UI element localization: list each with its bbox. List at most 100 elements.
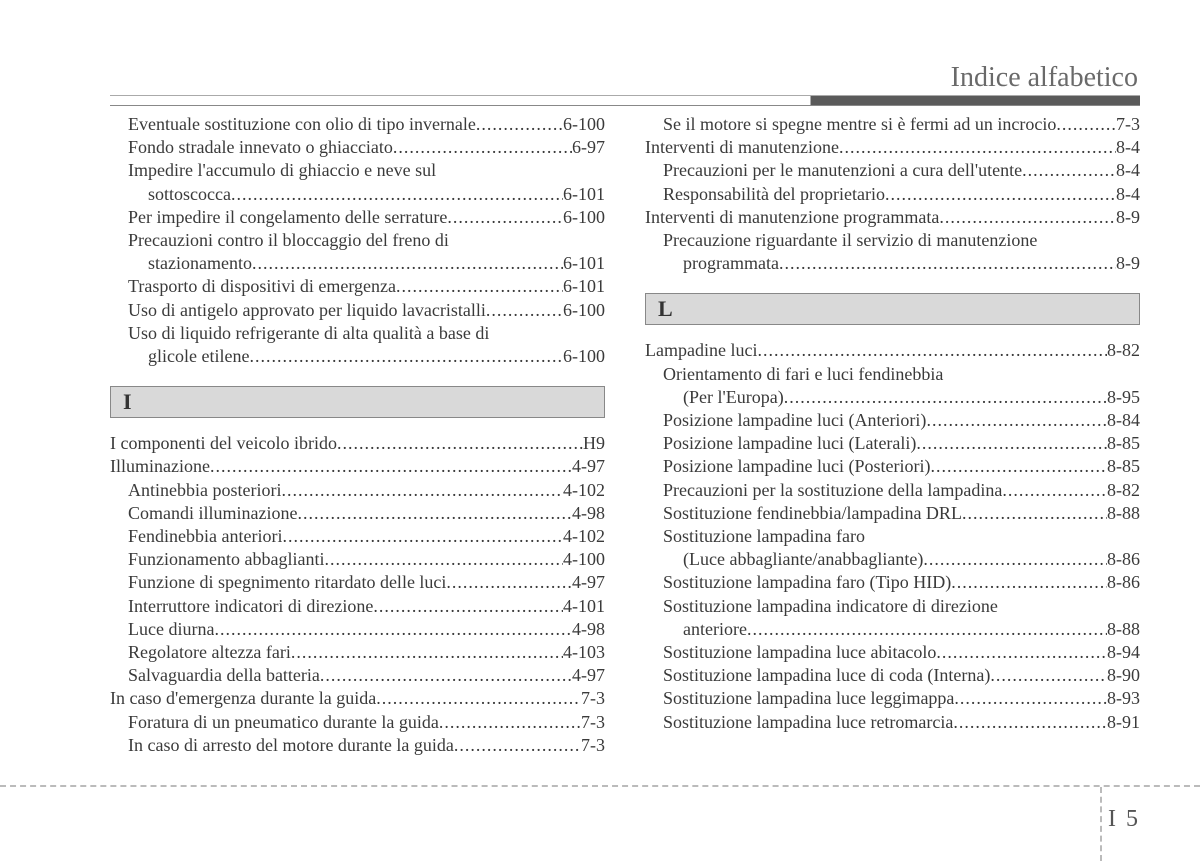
leader-dots	[936, 641, 1107, 664]
entry-page: 6-100	[563, 113, 605, 136]
entry-page: 7-3	[581, 687, 605, 710]
entry-page: 7-3	[1116, 113, 1140, 136]
index-entry: In caso d'emergenza durante la guida 7-3	[110, 687, 605, 710]
vertical-cut-guide	[1100, 787, 1102, 861]
leader-dots	[930, 455, 1107, 478]
leader-dots	[439, 711, 581, 734]
index-entry: Funzionamento abbaglianti 4-100	[110, 548, 605, 571]
index-entry: Uso di liquido refrigerante di alta qual…	[110, 322, 605, 345]
leader-dots	[962, 502, 1107, 525]
leader-dots	[1022, 159, 1116, 182]
leader-dots	[990, 664, 1107, 687]
entry-label: Per impedire il congelamento delle serra…	[128, 206, 447, 229]
entry-label: Funzionamento abbaglianti	[128, 548, 324, 571]
right-column: Se il motore si spegne mentre si è fermi…	[645, 113, 1140, 757]
index-entry: Comandi illuminazione 4-98	[110, 502, 605, 525]
entry-label: Sostituzione lampadina luce abitacolo	[663, 641, 936, 664]
index-entry: Trasporto di dispositivi di emergenza 6-…	[110, 275, 605, 298]
index-page: Indice alfabetico Eventuale sostituzione…	[0, 0, 1200, 861]
leader-dots	[784, 386, 1107, 409]
index-entry: Sostituzione lampadina indicatore di dir…	[645, 595, 1140, 618]
page-footer: I5	[1108, 806, 1138, 833]
entry-label: Posizione lampadine luci (Anteriori)	[663, 409, 926, 432]
leader-dots	[1002, 479, 1107, 502]
leader-dots	[337, 432, 583, 455]
index-entry: Sostituzione lampadina faro	[645, 525, 1140, 548]
entry-label: Interventi di manutenzione programmata	[645, 206, 939, 229]
leader-dots	[376, 687, 581, 710]
leader-dots	[951, 571, 1107, 594]
leader-dots	[231, 183, 563, 206]
leader-dots	[454, 734, 581, 757]
entry-label: Sostituzione lampadina faro	[663, 525, 865, 548]
content-columns: Eventuale sostituzione con olio di tipo …	[110, 113, 1140, 757]
entry-page: 4-98	[572, 502, 605, 525]
entry-label: sottoscocca	[148, 183, 231, 206]
entry-label: Sostituzione lampadina luce di coda (Int…	[663, 664, 990, 687]
entry-page: 4-102	[563, 525, 605, 548]
entry-label: (Luce abbagliante/anabbagliante)	[683, 548, 923, 571]
entry-label: anteriore	[683, 618, 747, 641]
entry-page: 6-100	[563, 345, 605, 368]
leader-dots	[291, 641, 563, 664]
index-entry: Sostituzione lampadina luce leggimappa 8…	[645, 687, 1140, 710]
entry-page: 8-9	[1116, 206, 1140, 229]
entry-page: 4-101	[563, 595, 605, 618]
entry-page: 6-97	[572, 136, 605, 159]
entry-page: 8-82	[1107, 479, 1140, 502]
entry-label: Fondo stradale innevato o ghiacciato	[128, 136, 393, 159]
left-column: Eventuale sostituzione con olio di tipo …	[110, 113, 605, 757]
entry-page: 7-3	[581, 734, 605, 757]
index-entry-cont: anteriore 8-88	[645, 618, 1140, 641]
leader-dots	[923, 548, 1107, 571]
index-entry: Sostituzione lampadina luce retromarcia …	[645, 711, 1140, 734]
entry-label: Posizione lampadine luci (Laterali)	[663, 432, 916, 455]
entry-page: 8-86	[1107, 548, 1140, 571]
entry-page: 8-93	[1107, 687, 1140, 710]
entry-page: 4-97	[572, 664, 605, 687]
entry-page: 8-84	[1107, 409, 1140, 432]
leader-dots	[373, 595, 563, 618]
index-entry: Interventi di manutenzione 8-4	[645, 136, 1140, 159]
leader-dots	[954, 687, 1107, 710]
entry-label: Precauzione riguardante il servizio di m…	[663, 229, 1037, 252]
entry-page: 6-100	[563, 206, 605, 229]
index-entry: Posizione lampadine luci (Laterali) 8-85	[645, 432, 1140, 455]
index-entry: Precauzioni per la sostituzione della la…	[645, 479, 1140, 502]
entry-label: Uso di liquido refrigerante di alta qual…	[128, 322, 489, 345]
index-entry: Precauzione riguardante il servizio di m…	[645, 229, 1140, 252]
leader-dots	[281, 479, 563, 502]
entry-label: Luce diurna	[128, 618, 214, 641]
index-entry: In caso di arresto del motore durante la…	[110, 734, 605, 757]
index-entry: Fendinebbia anteriori 4-102	[110, 525, 605, 548]
entry-label: In caso d'emergenza durante la guida	[110, 687, 376, 710]
leader-dots	[210, 455, 572, 478]
entry-label: Sostituzione lampadina luce retromarcia	[663, 711, 953, 734]
entry-label: Antinebbia posteriori	[128, 479, 281, 502]
section-heading-i: I	[110, 386, 605, 418]
entry-page: 4-100	[563, 548, 605, 571]
entry-page: 4-102	[563, 479, 605, 502]
index-entry: Sostituzione fendinebbia/lampadina DRL 8…	[645, 502, 1140, 525]
index-entry: Sostituzione lampadina faro (Tipo HID) 8…	[645, 571, 1140, 594]
leader-dots	[282, 525, 563, 548]
leader-dots	[939, 206, 1116, 229]
entry-page: 8-4	[1116, 136, 1140, 159]
entry-label: stazionamento	[148, 252, 252, 275]
entry-page: H9	[583, 432, 605, 455]
index-entry: Antinebbia posteriori 4-102	[110, 479, 605, 502]
entry-page: 8-85	[1107, 455, 1140, 478]
entry-label: Orientamento di fari e luci fendinebbia	[663, 363, 943, 386]
entry-label: (Per l'Europa)	[683, 386, 784, 409]
index-entry: Eventuale sostituzione con olio di tipo …	[110, 113, 605, 136]
entry-label: Responsabilità del proprietario	[663, 183, 885, 206]
index-entry: Sostituzione lampadina luce abitacolo 8-…	[645, 641, 1140, 664]
index-entry: Orientamento di fari e luci fendinebbia	[645, 363, 1140, 386]
footer-page: 5	[1126, 806, 1138, 832]
entry-label: Comandi illuminazione	[128, 502, 297, 525]
entry-label: I componenti del veicolo ibrido	[110, 432, 337, 455]
entry-label: Illuminazione	[110, 455, 210, 478]
entry-label: Fendinebbia anteriori	[128, 525, 282, 548]
entry-page: 8-85	[1107, 432, 1140, 455]
index-entry-cont: stazionamento 6-101	[110, 252, 605, 275]
